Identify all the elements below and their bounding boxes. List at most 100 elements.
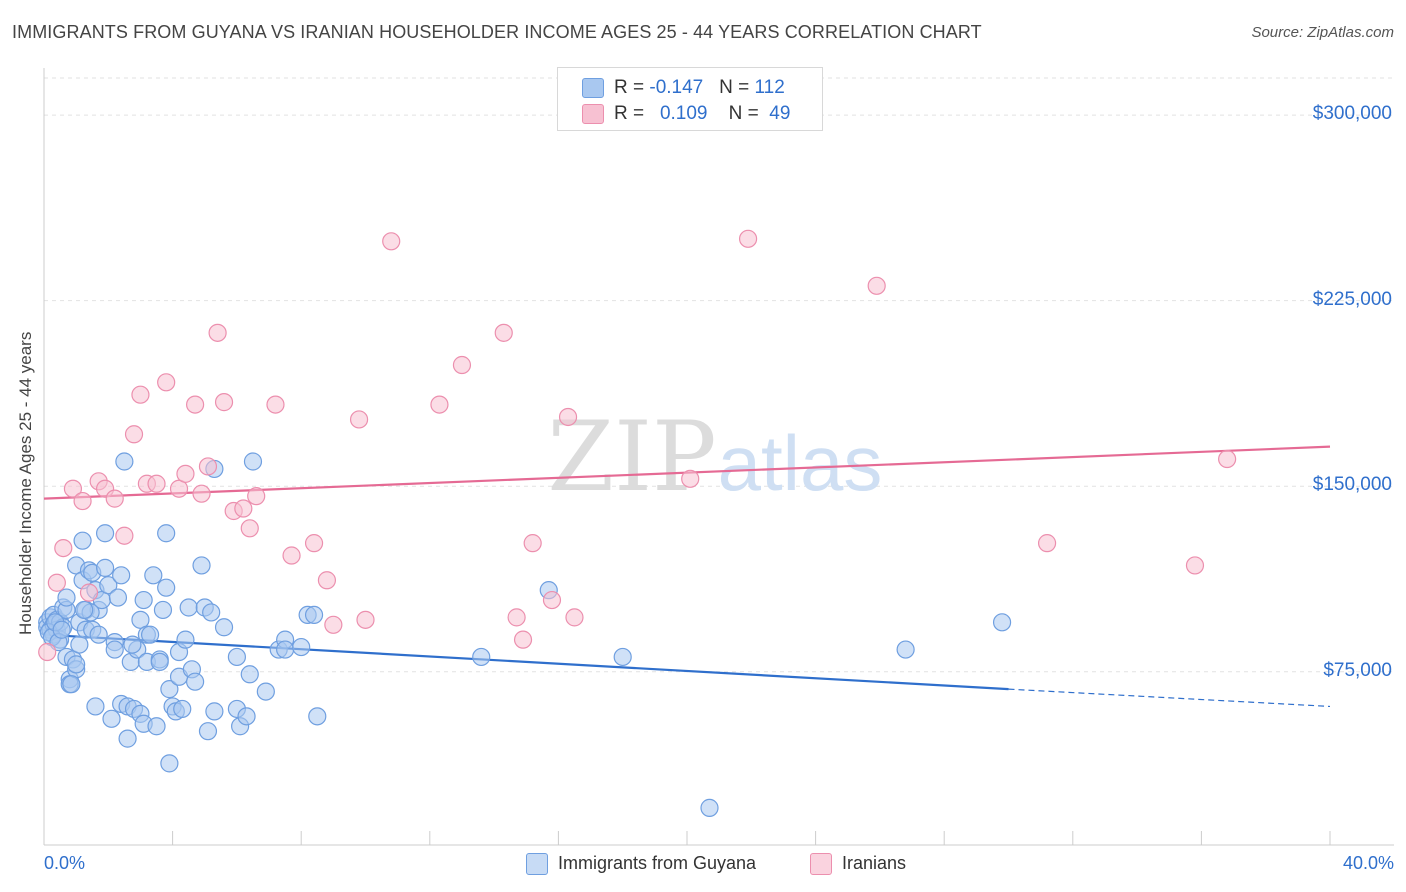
point-1-25 (247, 487, 266, 506)
point-1-20 (208, 323, 227, 342)
point-1-27 (282, 546, 301, 565)
point-0-88 (243, 452, 263, 471)
point-0-43 (112, 566, 131, 585)
y-tick-label-75000: $75,000 (1323, 659, 1392, 681)
point-0-38 (99, 576, 118, 595)
point-1-48 (1218, 449, 1237, 469)
point-0-75 (186, 672, 205, 691)
point-1-19 (198, 457, 218, 476)
legend-r-label: R = (614, 103, 650, 124)
legend-r-value: -0.147 (649, 77, 704, 98)
point-1-37 (507, 608, 526, 627)
legend-n-value: 112 (754, 77, 785, 98)
legend-n-value: 49 (769, 103, 791, 124)
point-1-31 (349, 410, 369, 429)
point-1-36 (494, 323, 513, 342)
point-0-24 (73, 531, 92, 550)
point-1-38 (513, 630, 533, 649)
point-0-82 (214, 618, 234, 637)
point-1-3 (63, 479, 83, 498)
point-0-42 (108, 588, 128, 607)
bottom-legend-label-guyana: Immigrants from Guyana (558, 853, 757, 873)
point-0-58 (144, 566, 163, 585)
point-0-53 (134, 590, 153, 610)
point-1-35 (452, 355, 472, 375)
point-0-92 (276, 640, 295, 659)
point-1-39 (523, 534, 542, 553)
point-1-44 (738, 229, 758, 248)
point-0-61 (150, 652, 169, 672)
point-1-11 (131, 385, 150, 404)
legend-swatch-iranians (582, 104, 604, 124)
point-1-13 (147, 474, 166, 493)
bottom-legend-swatch-iranians (810, 853, 832, 875)
point-0-71 (173, 699, 192, 719)
point-1-1 (47, 573, 66, 592)
point-0-31 (86, 697, 105, 716)
point-1-30 (324, 615, 343, 634)
point-0-36 (95, 524, 115, 543)
point-0-21 (67, 655, 86, 674)
point-0-64 (157, 524, 176, 543)
point-0-111 (75, 600, 94, 620)
grid-lines (44, 77, 1394, 673)
legend-n-label: N = (719, 77, 755, 98)
series-1 (38, 229, 1237, 662)
point-0-107 (52, 620, 71, 639)
point-0-47 (118, 729, 137, 748)
point-0-93 (292, 637, 311, 657)
point-0-97 (472, 647, 491, 667)
point-1-10 (124, 425, 144, 444)
x-tick-label-max: 40.0% (1342, 853, 1394, 873)
point-0-59 (147, 717, 166, 736)
point-1-24 (240, 519, 259, 538)
legend-swatch-guyana (582, 78, 604, 98)
axes (43, 68, 1394, 846)
point-0-95 (304, 605, 324, 625)
point-0-39 (102, 709, 121, 728)
point-1-43 (681, 469, 700, 488)
point-0-65 (160, 680, 179, 699)
point-1-33 (382, 232, 401, 251)
point-0-37 (95, 558, 115, 577)
legend-n-label: N = (728, 103, 764, 124)
chart-title: IMMIGRANTS FROM GUYANA VS IRANIAN HOUSEH… (12, 22, 982, 42)
point-0-41 (105, 640, 124, 659)
point-0-66 (160, 754, 179, 773)
point-0-78 (198, 722, 218, 741)
point-1-17 (186, 395, 205, 414)
point-1-14 (157, 373, 176, 392)
point-0-89 (256, 682, 275, 701)
trend-line-extension-0 (1008, 688, 1331, 708)
y-tick-label-300000: $300,000 (1312, 103, 1392, 125)
point-1-4 (73, 491, 92, 511)
point-1-8 (105, 489, 124, 508)
point-0-79 (202, 603, 221, 622)
series-0 (38, 452, 1012, 817)
point-0-34 (89, 625, 108, 644)
trend-line-0 (43, 633, 1009, 691)
watermark: ZIP atlas (547, 401, 882, 513)
point-1-28 (304, 534, 324, 553)
point-0-62 (153, 600, 173, 620)
point-0-57 (140, 625, 160, 644)
chart-source: Source: ZipAtlas.com (1251, 24, 1394, 41)
legend-r-label: R = (614, 77, 650, 98)
point-1-42 (565, 608, 584, 627)
point-1-2 (54, 538, 73, 558)
point-1-41 (558, 407, 578, 427)
point-1-23 (234, 499, 253, 518)
bottom-legend-swatch-guyana (526, 853, 548, 875)
y-tick-label-150000: $150,000 (1312, 474, 1392, 496)
point-1-45 (867, 276, 886, 295)
point-1-32 (356, 610, 375, 629)
point-1-34 (430, 395, 449, 414)
point-0-83 (227, 647, 246, 667)
point-0-80 (205, 702, 224, 721)
point-1-18 (192, 484, 211, 503)
x-tick-label-min: 0.0% (44, 853, 86, 873)
point-0-87 (240, 665, 259, 684)
point-0-73 (179, 598, 198, 617)
point-1-47 (1185, 556, 1205, 575)
